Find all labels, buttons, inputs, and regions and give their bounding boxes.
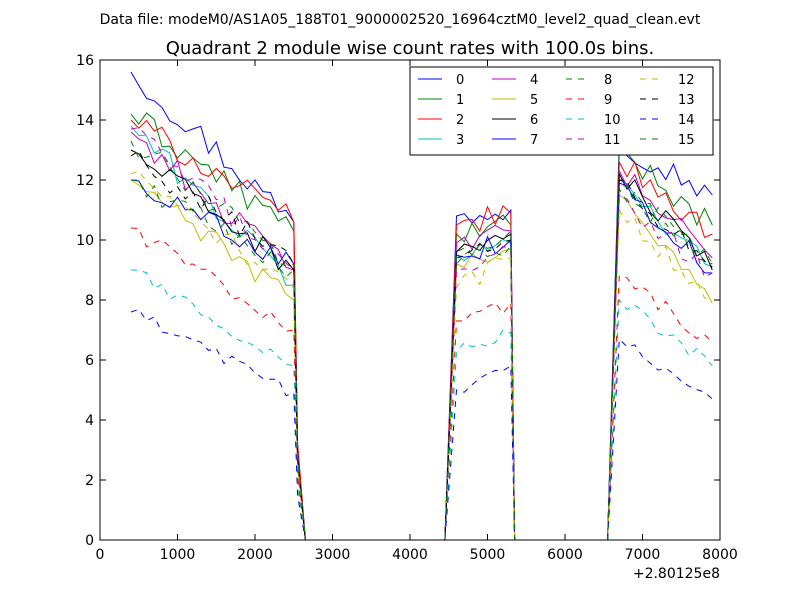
x-tick-label: 8000 — [702, 547, 738, 563]
legend-label: 15 — [678, 133, 695, 148]
x-tick-label: 3000 — [315, 547, 351, 563]
legend-label: 7 — [530, 133, 538, 148]
y-tick-label: 4 — [85, 413, 94, 429]
legend-label: 3 — [456, 133, 464, 148]
x-tick-label: 2000 — [237, 547, 273, 563]
x-tick-label: 7000 — [625, 547, 661, 563]
legend-label: 5 — [530, 93, 538, 108]
series-line-13 — [130, 150, 713, 541]
legend-label: 12 — [678, 73, 695, 88]
legend-label: 1 — [456, 93, 464, 108]
x-offset-label: +2.80125e8 — [633, 566, 720, 582]
y-tick-label: 12 — [76, 173, 94, 189]
x-tick-label: 1000 — [160, 547, 196, 563]
legend-label: 10 — [604, 113, 621, 128]
legend-label: 2 — [456, 113, 464, 128]
legend-label: 0 — [456, 73, 464, 88]
series-line-15 — [130, 140, 713, 541]
datafile-label: Data file: modeM0/AS1A05_188T01_90000025… — [100, 12, 701, 28]
legend-label: 9 — [604, 93, 612, 108]
y-tick-label: 10 — [76, 233, 94, 249]
y-tick-label: 8 — [85, 293, 94, 309]
x-tick-label: 0 — [96, 547, 105, 563]
axes: 0 1000 2000 3000 4000 5000 6000 7000 80000246810… — [76, 53, 738, 563]
x-tick-label: 5000 — [470, 547, 506, 563]
y-tick-label: 14 — [76, 113, 94, 129]
legend-label: 6 — [530, 113, 538, 128]
series-line-9 — [130, 227, 713, 541]
y-tick-label: 2 — [85, 473, 94, 489]
legend-label: 13 — [678, 93, 695, 108]
y-tick-label: 6 — [85, 353, 94, 369]
legend-label: 14 — [678, 113, 695, 128]
legend-label: 11 — [604, 133, 621, 148]
y-tick-label: 16 — [76, 53, 94, 69]
legend-box — [409, 66, 714, 156]
x-tick-label: 6000 — [547, 547, 583, 563]
x-tick-label: 4000 — [392, 547, 428, 563]
y-tick-label: 0 — [85, 533, 94, 549]
legend-label: 4 — [530, 73, 538, 88]
chart-title: Quadrant 2 module wise count rates with … — [166, 38, 655, 59]
legend-label: 8 — [604, 73, 612, 88]
